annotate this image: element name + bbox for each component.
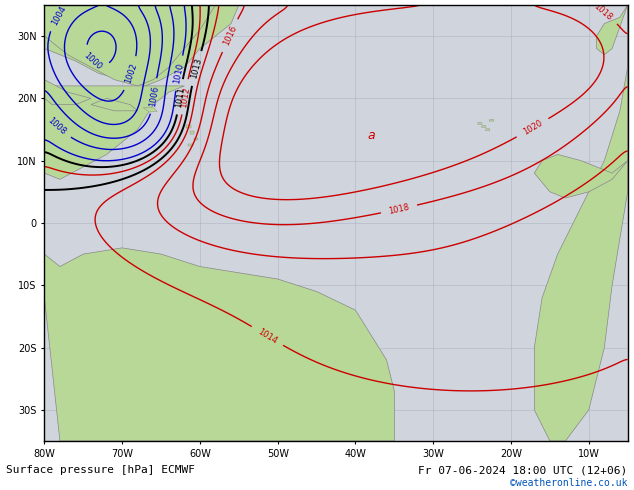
Text: 1014: 1014 xyxy=(256,327,279,345)
Polygon shape xyxy=(486,128,490,130)
Polygon shape xyxy=(91,98,138,111)
Text: 1016: 1016 xyxy=(221,24,238,47)
Polygon shape xyxy=(597,5,628,55)
Text: 1002: 1002 xyxy=(124,62,139,85)
Text: a: a xyxy=(367,129,375,142)
Polygon shape xyxy=(534,5,628,441)
Text: 1011: 1011 xyxy=(174,86,186,108)
Polygon shape xyxy=(481,125,486,127)
Text: 1018: 1018 xyxy=(388,202,410,216)
Polygon shape xyxy=(186,125,191,127)
Polygon shape xyxy=(489,119,494,121)
Polygon shape xyxy=(143,107,157,112)
Text: 1020: 1020 xyxy=(521,119,544,137)
Polygon shape xyxy=(194,138,198,140)
Text: Surface pressure [hPa] ECMWF: Surface pressure [hPa] ECMWF xyxy=(6,466,195,475)
Polygon shape xyxy=(44,86,184,179)
Polygon shape xyxy=(44,148,394,441)
Text: 1000: 1000 xyxy=(82,51,103,72)
Polygon shape xyxy=(29,80,91,104)
Text: ©weatheronline.co.uk: ©weatheronline.co.uk xyxy=(510,478,628,488)
Polygon shape xyxy=(190,131,195,134)
Polygon shape xyxy=(44,5,216,86)
Text: 1013: 1013 xyxy=(190,57,204,80)
Polygon shape xyxy=(44,5,239,86)
Text: 1008: 1008 xyxy=(46,116,67,136)
Text: 1010: 1010 xyxy=(172,62,185,84)
Polygon shape xyxy=(477,122,482,124)
Text: 1018: 1018 xyxy=(592,2,614,23)
Text: Fr 07-06-2024 18:00 UTC (12+06): Fr 07-06-2024 18:00 UTC (12+06) xyxy=(418,466,628,475)
Text: 1006: 1006 xyxy=(148,85,160,107)
Text: 1004: 1004 xyxy=(49,4,67,26)
Text: 1012: 1012 xyxy=(179,86,191,108)
Polygon shape xyxy=(188,144,193,147)
Polygon shape xyxy=(534,154,628,198)
